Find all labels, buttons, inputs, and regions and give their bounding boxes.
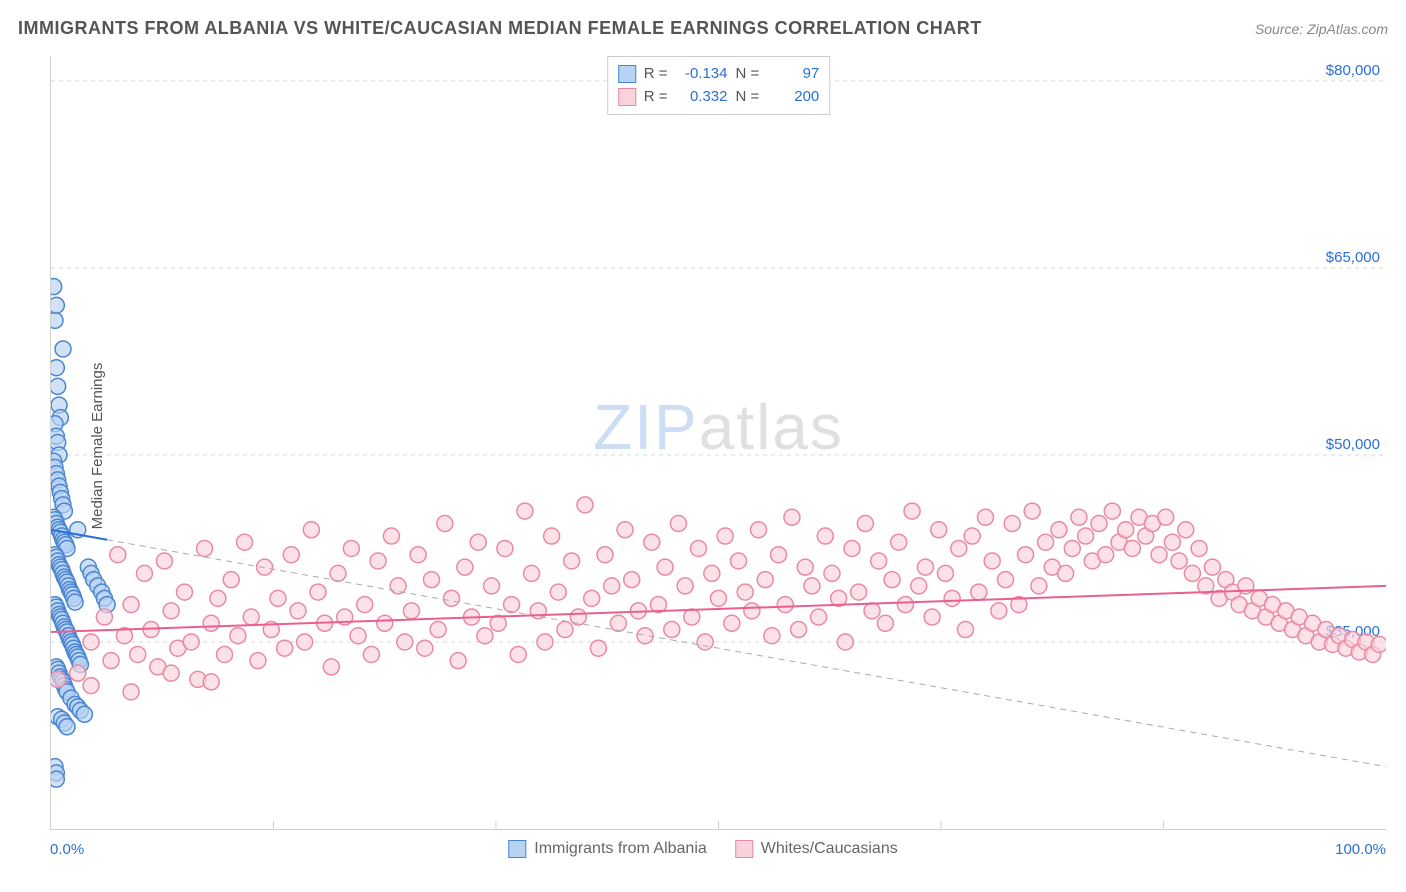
n-value-whites: 200 (767, 86, 819, 109)
correlation-row-albania: R = -0.134 N = 97 (618, 63, 820, 86)
svg-text:$65,000: $65,000 (1326, 249, 1380, 266)
legend-label-whites: Whites/Caucasians (761, 840, 898, 858)
swatch-albania (618, 65, 636, 83)
scatter-plot-svg: $35,000$50,000$65,000$80,000 (51, 56, 1386, 829)
legend-item-albania: Immigrants from Albania (508, 840, 707, 858)
legend-label-albania: Immigrants from Albania (534, 840, 707, 858)
legend-swatch-albania (508, 840, 526, 858)
r-label: R = (644, 63, 668, 86)
svg-text:$80,000: $80,000 (1326, 62, 1380, 79)
swatch-whites (618, 88, 636, 106)
n-label: N = (736, 86, 760, 109)
correlation-row-whites: R = 0.332 N = 200 (618, 86, 820, 109)
r-value-albania: -0.134 (676, 63, 728, 86)
chart-plot-area: $35,000$50,000$65,000$80,000 R = -0.134 … (50, 56, 1386, 830)
x-axis-max-label: 100.0% (1335, 841, 1386, 858)
r-value-whites: 0.332 (676, 86, 728, 109)
legend-swatch-whites (735, 840, 753, 858)
legend-item-whites: Whites/Caucasians (735, 840, 898, 858)
svg-text:$50,000: $50,000 (1326, 436, 1380, 453)
n-label: N = (736, 63, 760, 86)
chart-title: IMMIGRANTS FROM ALBANIA VS WHITE/CAUCASI… (18, 18, 982, 39)
source-name: ZipAtlas.com (1307, 21, 1388, 37)
source-prefix: Source: (1255, 21, 1307, 37)
n-value-albania: 97 (767, 63, 819, 86)
correlation-legend-box: R = -0.134 N = 97 R = 0.332 N = 200 (607, 56, 831, 115)
x-axis-min-label: 0.0% (50, 841, 84, 858)
chart-header: IMMIGRANTS FROM ALBANIA VS WHITE/CAUCASI… (18, 18, 1388, 39)
series-legend: Immigrants from Albania Whites/Caucasian… (508, 840, 897, 858)
r-label: R = (644, 86, 668, 109)
source-attribution: Source: ZipAtlas.com (1255, 21, 1388, 37)
